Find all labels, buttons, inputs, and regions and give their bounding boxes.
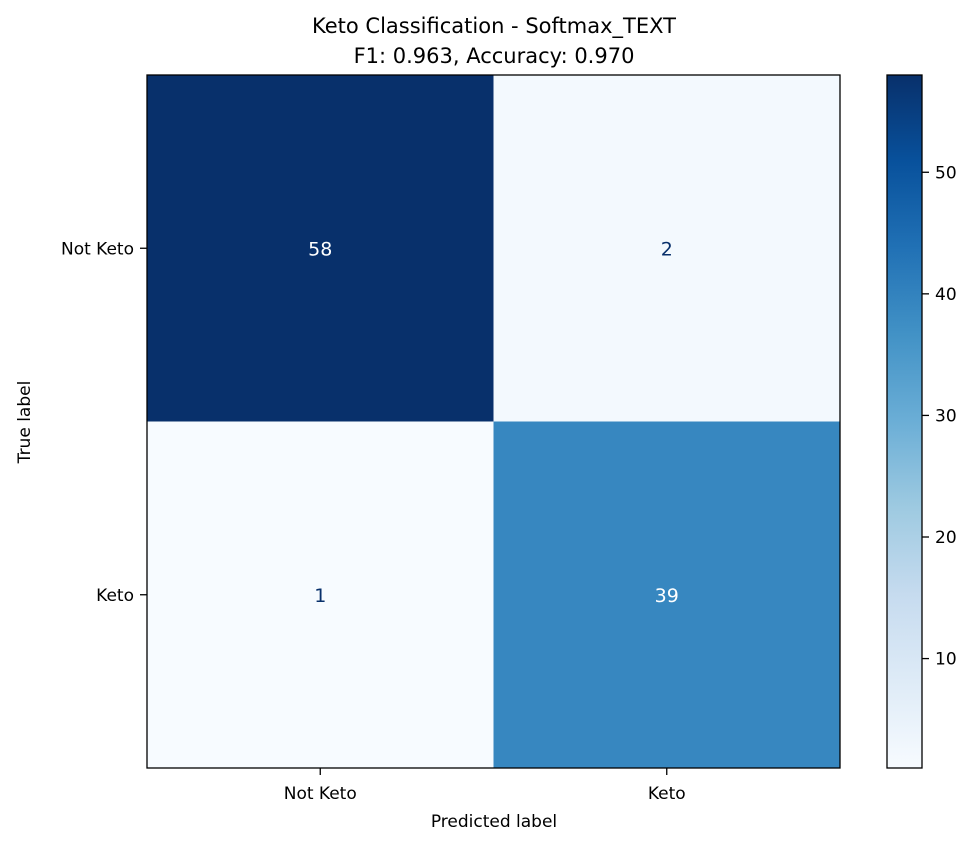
chart-title: Keto Classification - Softmax_TEXT bbox=[312, 14, 676, 39]
matrix-cell bbox=[493, 421, 840, 768]
colorbar bbox=[886, 74, 923, 769]
colorbar-tick-label: 50 bbox=[935, 163, 957, 183]
matrix-cell bbox=[147, 421, 494, 768]
y-tick-label: Keto bbox=[96, 586, 134, 606]
cell-value-label: 58 bbox=[308, 238, 332, 260]
x-axis-ticks: Not Keto Keto bbox=[284, 768, 686, 804]
x-tick-label: Not Keto bbox=[284, 784, 357, 804]
matrix-cells bbox=[147, 75, 840, 768]
cell-value-labels: 58 2 1 39 bbox=[308, 238, 679, 607]
cell-value-label: 1 bbox=[314, 585, 326, 607]
x-axis-label: Predicted label bbox=[431, 812, 557, 832]
chart-subtitle: F1: 0.963, Accuracy: 0.970 bbox=[354, 44, 635, 68]
colorbar-ticks: 10 20 30 40 50 bbox=[922, 163, 957, 670]
cell-value-label: 2 bbox=[661, 238, 673, 260]
colorbar-tick-label: 10 bbox=[935, 650, 957, 670]
y-tick-label: Not Keto bbox=[61, 239, 134, 259]
colorbar-tick-label: 20 bbox=[935, 528, 957, 548]
colorbar-tick-label: 40 bbox=[935, 285, 957, 305]
matrix-cell bbox=[493, 75, 840, 422]
matrix-cell bbox=[147, 75, 494, 422]
cell-value-label: 39 bbox=[655, 585, 679, 607]
y-axis-ticks: Not Keto Keto bbox=[61, 239, 147, 606]
x-tick-label: Keto bbox=[648, 784, 686, 804]
y-axis-label: True label bbox=[15, 381, 35, 465]
plot-frame bbox=[146, 74, 841, 769]
colorbar-tick-label: 30 bbox=[935, 406, 957, 426]
